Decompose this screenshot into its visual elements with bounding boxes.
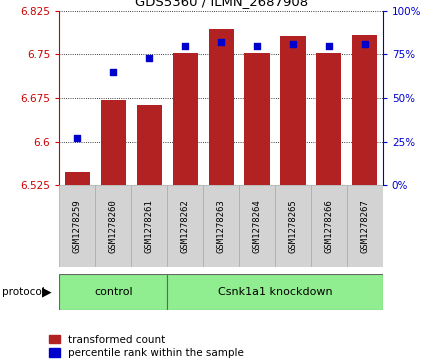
Bar (311, 185, 347, 267)
Bar (239, 185, 275, 267)
Text: protocol: protocol (2, 287, 45, 297)
Text: GSM1278264: GSM1278264 (253, 199, 261, 253)
Text: ▶: ▶ (42, 286, 51, 299)
Bar (167, 185, 203, 267)
Text: Csnk1a1 knockdown: Csnk1a1 knockdown (218, 287, 332, 297)
Text: GSM1278262: GSM1278262 (181, 199, 190, 253)
Point (326, 43, 333, 49)
Point (290, 41, 297, 47)
Text: GSM1278267: GSM1278267 (360, 199, 369, 253)
Bar (316, 53, 341, 185)
Bar (280, 36, 305, 185)
Text: GSM1278263: GSM1278263 (216, 199, 226, 253)
Text: GSM1278266: GSM1278266 (324, 199, 334, 253)
Point (361, 41, 368, 47)
Text: GSM1278259: GSM1278259 (73, 199, 82, 253)
Bar (65, 172, 90, 185)
Bar (101, 100, 126, 185)
Bar (245, 53, 270, 185)
Bar (131, 185, 167, 267)
Point (110, 69, 117, 75)
Point (182, 43, 189, 49)
Bar (275, 185, 311, 267)
Bar (209, 29, 234, 185)
Text: GSM1278265: GSM1278265 (289, 199, 297, 253)
Text: GSM1278261: GSM1278261 (145, 199, 154, 253)
Bar (167, 274, 383, 310)
Point (253, 43, 260, 49)
Point (74, 135, 81, 141)
Point (146, 55, 153, 61)
Bar (95, 185, 131, 267)
Bar (59, 274, 167, 310)
Bar (172, 53, 198, 185)
Bar (347, 185, 383, 267)
Legend: transformed count, percentile rank within the sample: transformed count, percentile rank withi… (49, 335, 244, 358)
Text: control: control (94, 287, 132, 297)
Bar (352, 35, 378, 185)
Bar (59, 185, 95, 267)
Title: GDS5360 / ILMN_2687908: GDS5360 / ILMN_2687908 (135, 0, 308, 8)
Bar (203, 185, 239, 267)
Bar (137, 105, 162, 185)
Text: GSM1278260: GSM1278260 (109, 199, 118, 253)
Point (218, 39, 225, 45)
